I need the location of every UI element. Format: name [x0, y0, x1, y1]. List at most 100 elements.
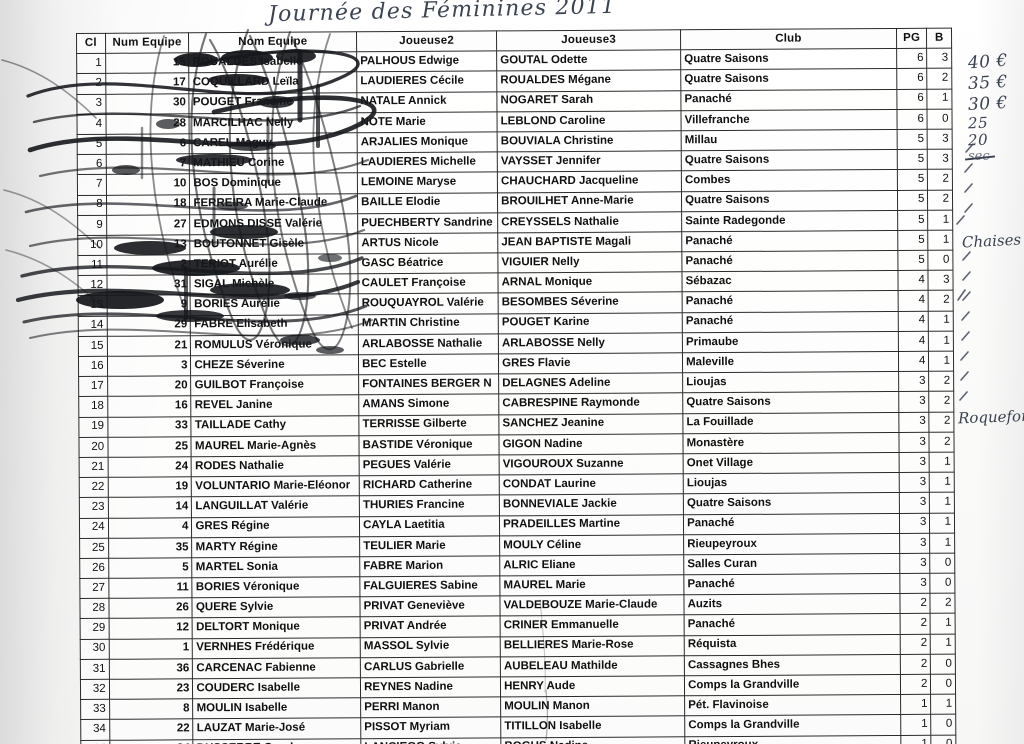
row-cl: 7: [77, 174, 107, 195]
row-num-equipe: 25: [107, 436, 192, 458]
row-nom-equipe: MOULIN Isabelle: [192, 697, 361, 720]
row-joueuse3: ALRIC Eliane: [499, 554, 684, 576]
row-pg: 2: [899, 633, 931, 655]
row-num-equipe: 28: [105, 113, 190, 135]
row-joueuse2: THURIES Francine: [359, 495, 500, 517]
row-b: 2: [929, 391, 954, 412]
row-joueuse2: NATALE Annick: [356, 91, 498, 113]
row-club: Panaché: [683, 573, 900, 596]
row-cl: 27: [79, 578, 109, 599]
header-nom-equipe: Nom Equipe: [188, 31, 357, 53]
header-pg: PG: [896, 28, 928, 49]
row-nom-equipe: FABRE Elisabeth: [190, 314, 359, 336]
row-cl: 9: [77, 215, 107, 236]
row-joueuse3: SANCHEZ Jeanine: [498, 413, 684, 435]
row-num-equipe: 5: [108, 557, 193, 579]
row-club: Panaché: [683, 512, 900, 535]
margin-word-roquefort: Roquefort: [957, 406, 1024, 428]
row-pg: 3: [898, 391, 930, 413]
table-body: 1 15 ROUALDES Isabelle PALHOUS Edwige GOUTAL…: [76, 48, 956, 744]
row-joueuse3: ROUALDES Mégane: [496, 70, 681, 92]
row-num-equipe: 24: [107, 456, 192, 478]
row-joueuse3: GIGON Nadine: [499, 433, 684, 455]
row-club: Villefranche: [681, 109, 897, 131]
row-num-equipe: 30: [105, 93, 190, 115]
row-club: Panaché: [684, 613, 900, 636]
row-joueuse2: CAULET Françoise: [358, 273, 499, 295]
row-cl: 35: [80, 739, 110, 744]
row-num-equipe: 34: [109, 739, 194, 744]
row-b: 1: [929, 452, 955, 473]
row-pg: 5: [897, 230, 929, 251]
row-joueuse2: CARLUS Gabrielle: [360, 656, 501, 678]
row-nom-equipe: GUILBOT Françoise: [191, 374, 359, 397]
row-nom-equipe: TERIOT Aurélie: [190, 253, 359, 276]
margin-price-2: 35 €: [967, 71, 1009, 95]
row-cl: 30: [80, 638, 109, 660]
row-cl: 4: [76, 114, 106, 135]
row-num-equipe: 16: [107, 396, 192, 417]
row-joueuse2: MASSOL Sylvie: [360, 636, 501, 658]
row-b: 0: [927, 108, 953, 130]
row-nom-equipe: MAUREL Marie-Agnès: [191, 435, 360, 457]
row-club: Panaché: [682, 311, 899, 333]
row-joueuse2: PISSOT Myriam: [360, 717, 501, 739]
row-num-equipe: 33: [107, 416, 192, 438]
row-pg: 3: [899, 532, 931, 554]
row-nom-equipe: MARTY Régine: [192, 536, 360, 558]
row-cl: 34: [80, 719, 110, 741]
row-pg: 5: [897, 189, 928, 211]
row-joueuse3: PRADEILLES Martine: [499, 514, 684, 536]
row-b: 1: [929, 492, 955, 513]
row-club: Quatre Saisons: [680, 48, 897, 71]
row-cl: 14: [78, 315, 107, 337]
row-pg: 3: [898, 432, 930, 453]
row-num-equipe: 4: [108, 517, 193, 539]
row-joueuse2: ARLABOSSE Nathalie: [358, 333, 499, 355]
row-joueuse2: PUECHBERTY Sandrine: [357, 212, 498, 234]
row-pg: 3: [899, 573, 931, 594]
row-joueuse2: NOTE Marie: [357, 111, 498, 133]
row-cl: 13: [78, 295, 107, 317]
row-b: 1: [928, 310, 954, 332]
row-joueuse2: ROUQUAYROL Valérie: [358, 293, 499, 315]
row-b: 1: [930, 694, 956, 715]
row-cl: 23: [79, 497, 109, 518]
margin-price-3: 30 €: [967, 92, 1009, 116]
row-joueuse3: AUBELEAU Mathilde: [500, 655, 685, 677]
row-joueuse3: CRINER Emmanuelle: [500, 615, 685, 637]
row-pg: 1: [900, 714, 932, 736]
row-nom-equipe: VOLUNTARIO Marie-Eléonor: [191, 475, 360, 498]
row-b: 0: [930, 653, 956, 675]
row-pg: 3: [899, 553, 931, 574]
row-b: 2: [927, 189, 953, 210]
row-pg: 6: [896, 48, 928, 69]
row-num-equipe: 12: [108, 618, 193, 639]
header-joueuse3: Joueuse3: [496, 29, 681, 52]
row-cl: 32: [80, 679, 110, 700]
row-nom-equipe: CHEZE Séverine: [190, 354, 359, 376]
row-nom-equipe: DUSSERRE Carole: [193, 738, 361, 744]
row-club: Monastère: [683, 432, 899, 454]
row-joueuse2: BASTIDE Véronique: [359, 434, 500, 456]
row-pg: 2: [899, 593, 931, 614]
row-num-equipe: 3: [107, 355, 192, 377]
row-num-equipe: 11: [108, 577, 193, 599]
row-cl: 8: [77, 194, 107, 216]
row-cl: 12: [77, 275, 107, 296]
row-club: Maleville: [682, 351, 899, 373]
row-cl: 18: [78, 396, 108, 418]
row-num-equipe: 14: [107, 497, 192, 518]
row-club: Millau: [681, 129, 897, 151]
row-b: 0: [930, 573, 955, 594]
row-cl: 25: [79, 538, 109, 559]
row-pg: 5: [897, 209, 929, 231]
row-joueuse2: ARJALIES Monique: [357, 131, 498, 153]
row-joueuse2: BEC Estelle: [358, 353, 499, 375]
row-cl: 16: [78, 356, 108, 377]
row-nom-equipe: TAILLADE Cathy: [191, 415, 360, 437]
header-club: Club: [680, 28, 897, 50]
row-b: 1: [928, 230, 953, 251]
row-num-equipe: 7: [105, 153, 190, 175]
row-pg: 2: [900, 654, 931, 675]
